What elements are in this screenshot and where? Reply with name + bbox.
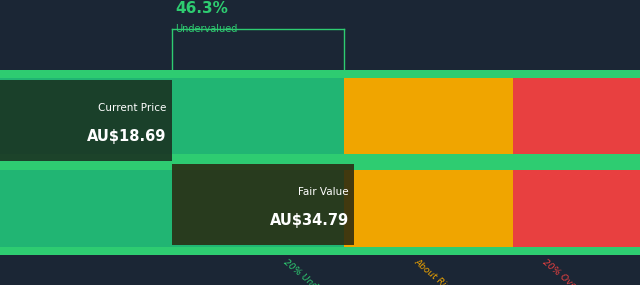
Bar xyxy=(0,80,172,161)
Bar xyxy=(0,154,640,162)
Bar xyxy=(0,70,640,78)
Bar xyxy=(0,162,640,170)
Bar xyxy=(344,162,513,247)
Bar xyxy=(344,78,513,162)
Text: Fair Value: Fair Value xyxy=(298,187,349,197)
Bar xyxy=(172,164,354,245)
Text: AU$18.69: AU$18.69 xyxy=(87,129,166,144)
Bar xyxy=(0,78,344,162)
Bar xyxy=(0,247,640,255)
Text: About Right: About Right xyxy=(413,257,460,285)
Text: 46.3%: 46.3% xyxy=(175,1,228,17)
Text: AU$34.79: AU$34.79 xyxy=(269,213,349,228)
Text: 20% Overvalued: 20% Overvalued xyxy=(541,257,604,285)
Bar xyxy=(513,162,640,247)
Bar xyxy=(0,162,344,247)
Text: 20% Undervalued: 20% Undervalued xyxy=(282,257,349,285)
Bar xyxy=(513,78,640,162)
Text: Current Price: Current Price xyxy=(98,103,166,113)
Text: Undervalued: Undervalued xyxy=(175,24,237,34)
